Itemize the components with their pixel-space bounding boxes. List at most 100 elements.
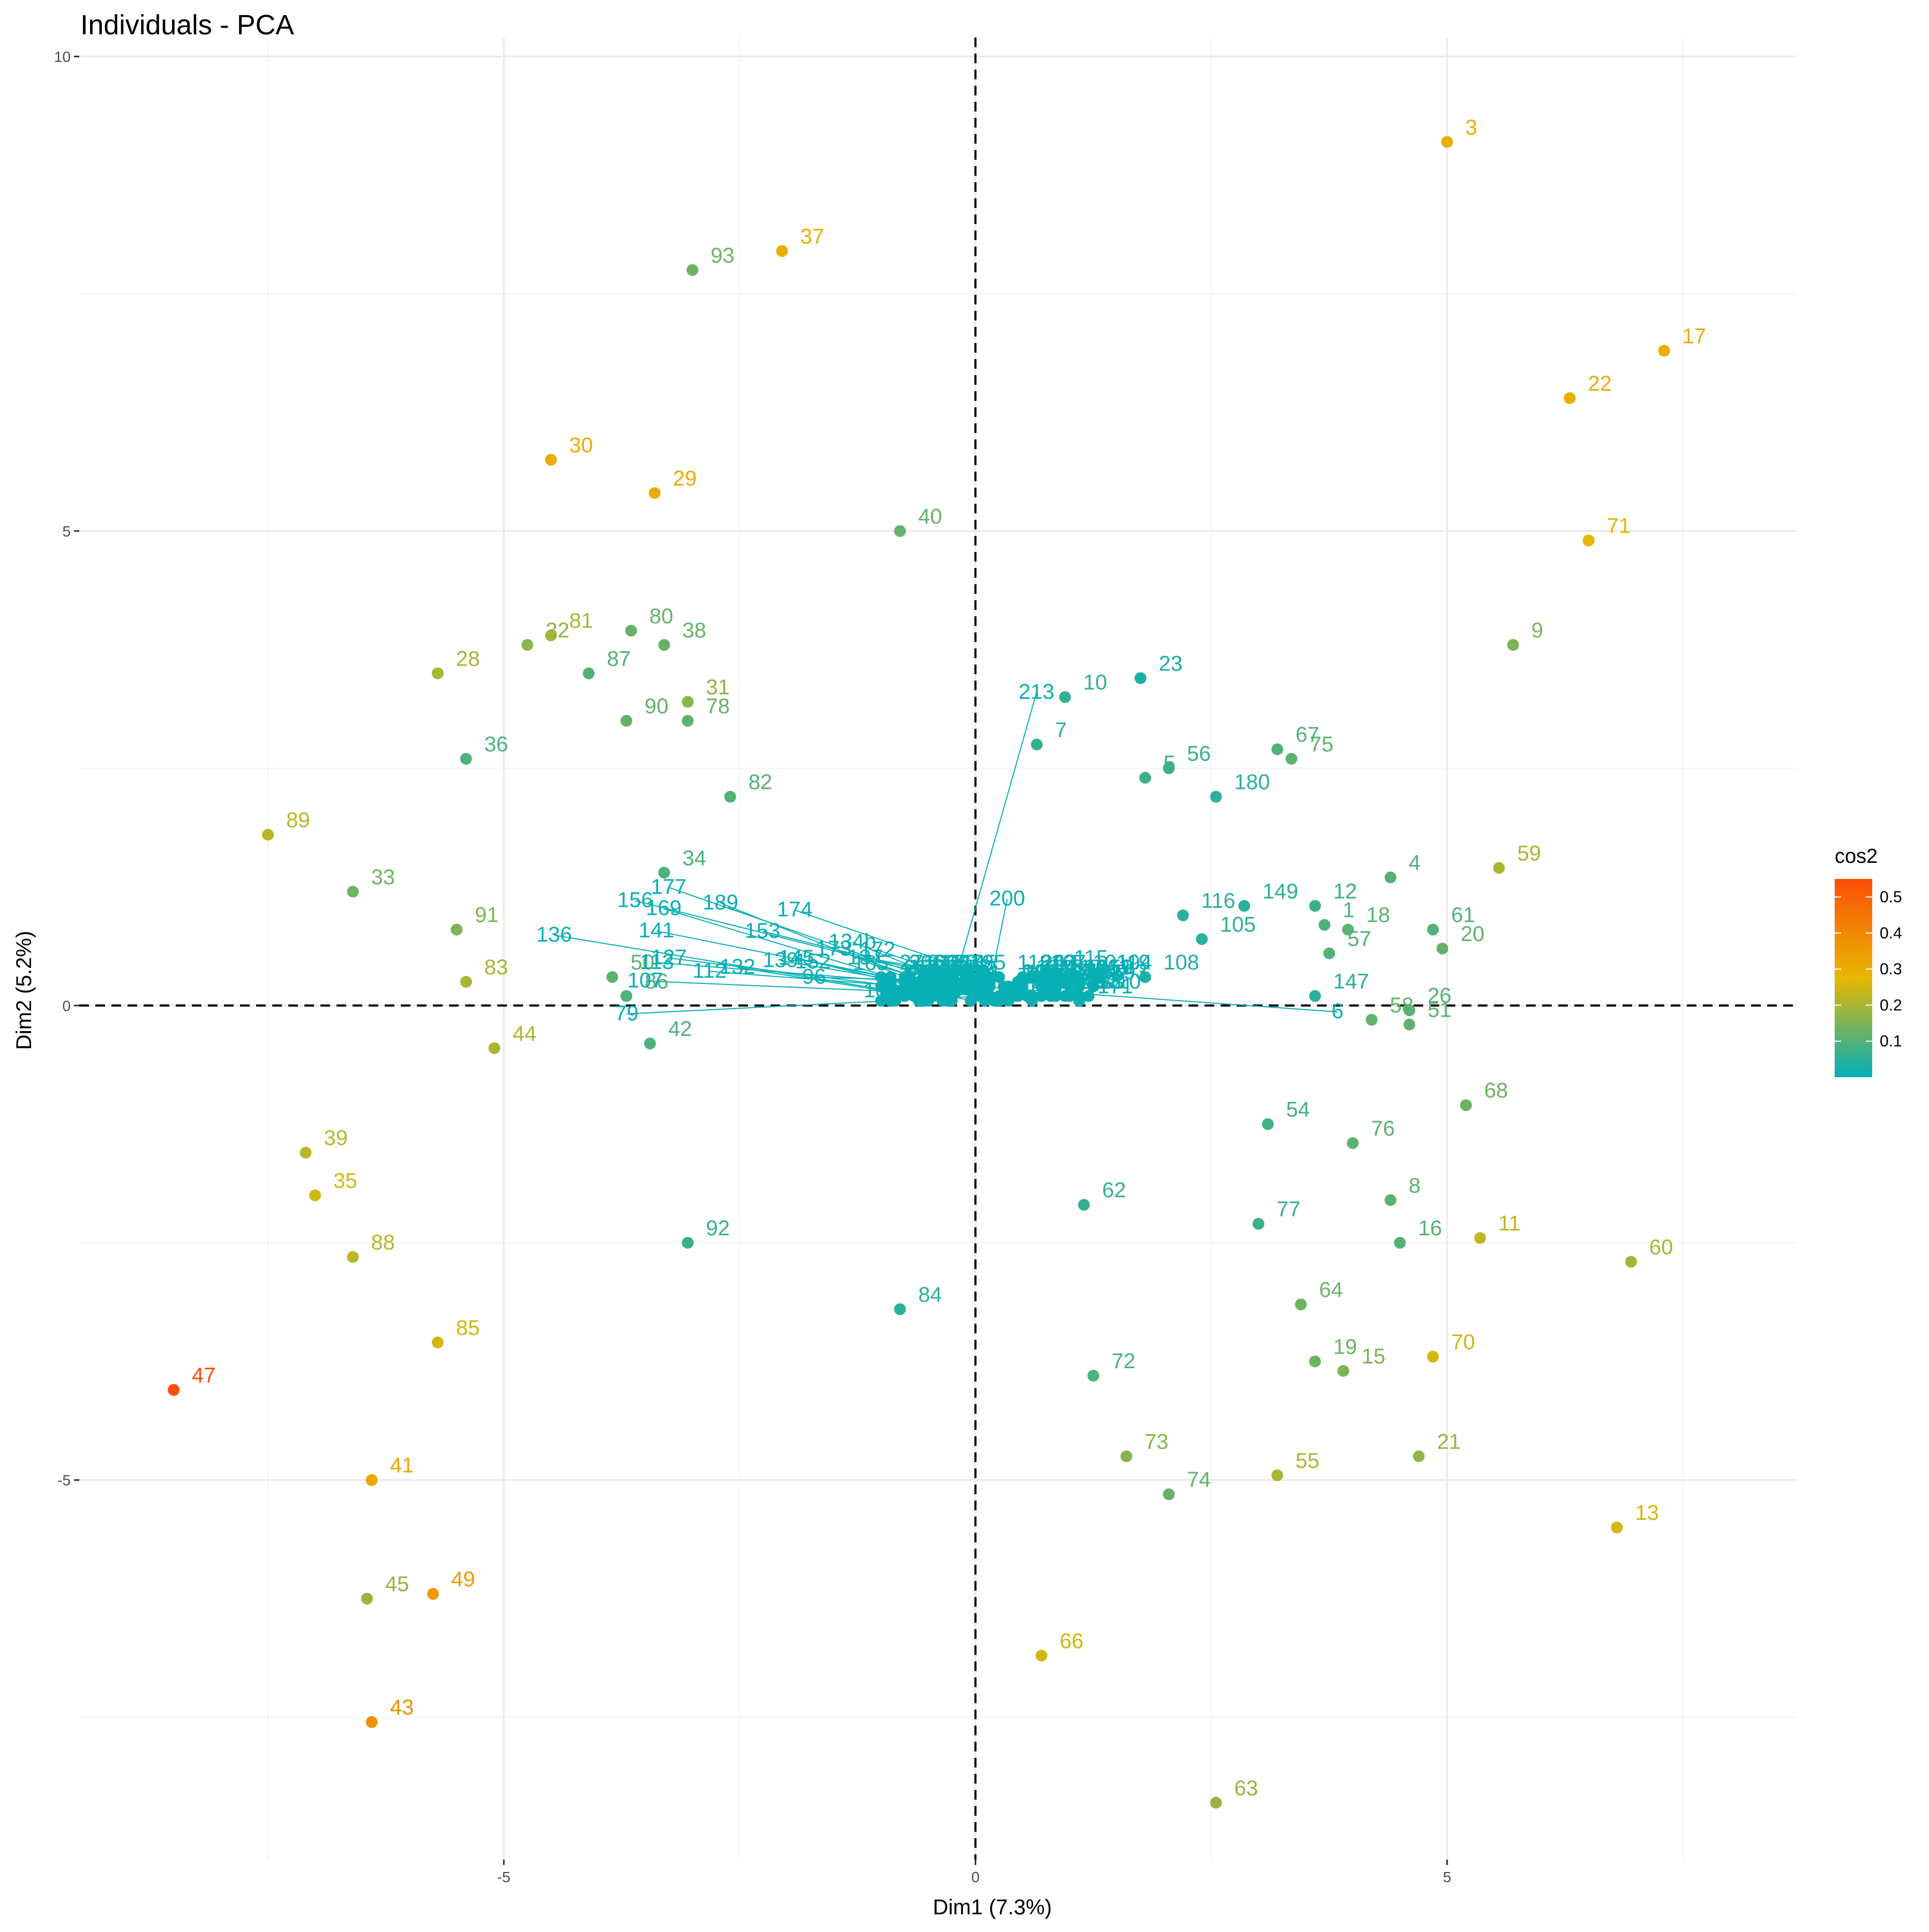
legend-colorbar — [1835, 879, 1872, 1077]
point-marker — [168, 1384, 180, 1396]
point-label: 216 — [918, 965, 954, 989]
point-label: 5 — [1163, 751, 1175, 775]
point-label: 64 — [1319, 1278, 1343, 1302]
point-label: 174 — [777, 898, 813, 921]
point-label: 71 — [1607, 514, 1631, 538]
point-marker — [875, 980, 887, 993]
point-marker — [347, 885, 359, 898]
point-marker — [1271, 1469, 1283, 1481]
point-label: 155 — [1027, 960, 1063, 984]
point-marker — [1309, 990, 1321, 1002]
point-marker — [1285, 752, 1298, 765]
point-label: 103 — [1050, 970, 1086, 994]
point-marker — [644, 1038, 656, 1050]
y-tick-label: -5 — [57, 1472, 71, 1489]
point-marker — [1050, 966, 1062, 979]
point-label: 169 — [646, 897, 682, 920]
point-label: 140 — [961, 970, 997, 994]
point-label: 192 — [923, 970, 959, 994]
point-label: 106 — [946, 960, 982, 984]
point-marker — [1134, 672, 1147, 684]
legend-tick-label: 0.5 — [1880, 889, 1902, 906]
point-marker — [724, 790, 736, 803]
point-marker — [979, 995, 991, 1007]
point-label: 90 — [645, 695, 669, 718]
point-label: 17 — [1683, 324, 1707, 348]
point-marker — [427, 1588, 439, 1600]
point-marker — [889, 985, 901, 997]
point-label: 100 — [1031, 965, 1067, 989]
point-label: 76 — [1371, 1117, 1395, 1140]
point-label: 89 — [286, 809, 310, 832]
point-label: 161 — [966, 960, 1001, 984]
point-marker — [1059, 990, 1071, 1002]
point-marker — [521, 639, 534, 651]
point-label: 39 — [324, 1127, 348, 1150]
point-label: 129 — [951, 970, 987, 994]
point-label: 42 — [668, 1017, 692, 1041]
point-marker — [1337, 1365, 1349, 1377]
x-tick-label: -5 — [497, 1869, 511, 1885]
x-axis-title: Dim1 (7.3%) — [933, 1896, 1052, 1919]
point-marker — [620, 715, 633, 727]
point-label: 33 — [371, 866, 395, 889]
point-label: 74 — [1187, 1468, 1211, 1491]
point-label: 178 — [928, 956, 963, 979]
point-marker — [682, 715, 694, 727]
point-label: 87 — [607, 647, 631, 670]
point-label: 108 — [1163, 951, 1199, 974]
y-axis-title: Dim2 (5.2%) — [12, 931, 36, 1050]
point-label: 207 — [951, 960, 987, 984]
point-label: 163 — [951, 960, 987, 984]
point-label: 4 — [1409, 851, 1420, 875]
point-label: 217 — [928, 951, 963, 974]
point-label: 147 — [1333, 970, 1369, 994]
point-label: 104 — [1060, 956, 1096, 979]
chart-title: Individuals - PCA — [80, 10, 294, 41]
legend-title: cos2 — [1835, 845, 1878, 868]
point-marker — [488, 1042, 500, 1054]
point-marker — [1564, 392, 1576, 404]
point-marker — [582, 667, 595, 680]
point-label: 9 — [1531, 618, 1543, 642]
point-label: 137 — [847, 945, 883, 969]
point-label: 139 — [762, 949, 798, 972]
point-label: 151 — [1097, 956, 1133, 979]
point-label: 153 — [745, 919, 781, 943]
point-marker — [974, 971, 986, 983]
point-label: 179 — [937, 960, 973, 984]
point-label: 210 — [904, 956, 940, 979]
point-label: 180 — [1234, 771, 1270, 794]
point-label: 107 — [627, 968, 663, 992]
point-marker — [1658, 345, 1670, 357]
point-marker — [889, 995, 901, 1007]
y-tick-label: 0 — [62, 997, 71, 1014]
point-marker — [1059, 691, 1071, 703]
point-label: 127 — [651, 945, 687, 969]
point-marker — [620, 990, 633, 1002]
point-label: 97 — [1097, 960, 1121, 984]
point-marker — [1309, 1355, 1321, 1368]
point-marker — [431, 667, 444, 680]
point-label: 27 — [899, 951, 923, 974]
point-label: 28 — [456, 647, 480, 670]
point-marker — [1252, 1218, 1265, 1230]
point-label: 201 — [928, 965, 963, 989]
legend: cos2 0.1 0.2 0.3 0.4 0.5 — [1835, 845, 1902, 1077]
point-marker — [451, 923, 463, 936]
point-label: 13 — [1635, 1501, 1659, 1525]
point-marker — [936, 971, 948, 983]
point-label: 98 — [1022, 960, 1046, 984]
point-marker — [1030, 971, 1043, 983]
point-marker — [309, 1189, 322, 1202]
point-label: 26 — [1427, 984, 1452, 1008]
point-marker — [460, 752, 472, 765]
point-marker — [1045, 975, 1057, 988]
point-label: 72 — [1111, 1349, 1135, 1373]
point-label: 205 — [942, 974, 978, 998]
point-label: 196 — [1022, 960, 1058, 984]
y-tick-label: 5 — [62, 523, 71, 540]
point-label: 91 — [475, 904, 499, 927]
point-label: 94 — [1036, 970, 1060, 994]
